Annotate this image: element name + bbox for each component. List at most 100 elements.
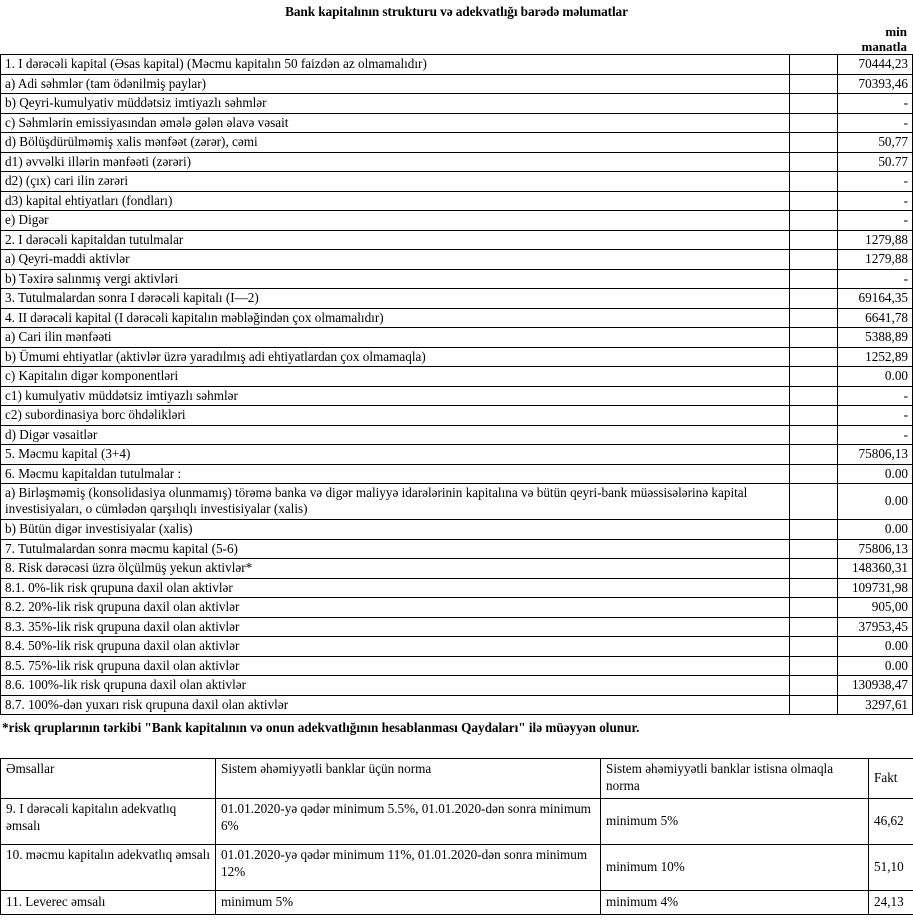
capital-row-value: 148360,31 bbox=[837, 558, 913, 579]
capital-row-spacer bbox=[789, 268, 838, 289]
capital-row-spacer bbox=[789, 112, 838, 133]
capital-row-spacer bbox=[789, 171, 838, 192]
capital-row-spacer bbox=[789, 151, 838, 172]
ratios-cell-c4: 24,13 bbox=[868, 890, 913, 915]
capital-row-spacer bbox=[789, 519, 838, 540]
capital-row-label: 6. Məcmu kapitaldan tutulmalar : bbox=[0, 463, 790, 484]
capital-row-label: 8.1. 0%-lik risk qrupuna daxil olan akti… bbox=[0, 577, 790, 598]
capital-row-label: 8.5. 75%-lik risk qrupuna daxil olan akt… bbox=[0, 655, 790, 676]
capital-row-label: 7. Tutulmalardan sonra məcmu kapital (5-… bbox=[0, 538, 790, 559]
capital-row-label: a) Cari ilin mənfəəti bbox=[0, 327, 790, 348]
table-row: c1) kumulyativ müddətsiz imtiyazlı səhml… bbox=[0, 385, 913, 406]
capital-row-label: 8. Risk dərəcəsi üzrə ölçülmüş yekun akt… bbox=[0, 558, 790, 579]
table-row: 8.4. 50%-lik risk qrupuna daxil olan akt… bbox=[0, 636, 913, 657]
table-row: c) Kapitalın digər komponentləri 0.00 bbox=[0, 366, 913, 387]
table-row: d2) (çıx) cari ilin zərəri - bbox=[0, 171, 913, 192]
ratios-cell-c1: 9. I dərəcəli kapitalın adekvatlıq əmsal… bbox=[0, 798, 216, 845]
table-row: d3) kapital ehtiyatları (fondları) - bbox=[0, 190, 913, 211]
capital-row-label: e) Digər bbox=[0, 210, 790, 231]
ratios-header-c4: Fakt bbox=[868, 758, 913, 799]
table-row: e) Digər - bbox=[0, 210, 913, 231]
capital-row-value: 0.00 bbox=[837, 463, 913, 484]
capital-row-value: 75806,13 bbox=[837, 444, 913, 465]
ratios-cell-c2: 01.01.2020-yə qədər minimum 5.5%, 01.01.… bbox=[215, 798, 601, 845]
ratios-cell-c3: minimum 4% bbox=[600, 890, 869, 915]
capital-row-label: c) Səhmlərin emissiyasından əmələ gələn … bbox=[0, 112, 790, 133]
capital-row-value: - bbox=[837, 405, 913, 426]
capital-row-label: b) Təxirə salınmış vergi aktivləri bbox=[0, 268, 790, 289]
capital-row-value: 3297,61 bbox=[837, 694, 913, 715]
capital-row-label: c) Kapitalın digər komponentləri bbox=[0, 366, 790, 387]
ratios-cell-c3: minimum 5% bbox=[600, 798, 869, 845]
capital-row-spacer bbox=[789, 346, 838, 367]
capital-row-spacer bbox=[789, 54, 838, 75]
capital-row-label: c2) subordinasiya borc öhdəlikləri bbox=[0, 405, 790, 426]
capital-row-value: - bbox=[837, 424, 913, 445]
capital-row-label: d) Bölüşdürülməmiş xalis mənfəət (zərər)… bbox=[0, 132, 790, 153]
capital-row-label: a) Qeyri-maddi aktivlər bbox=[0, 249, 790, 270]
table-row: 1. I dərəcəli kapital (Əsas kapital) (Mə… bbox=[0, 54, 913, 75]
capital-row-spacer bbox=[789, 558, 838, 579]
table-row: d1) əvvəlki illərin mənfəəti (zərəri) 50.… bbox=[0, 151, 913, 172]
table-row: 8.1. 0%-lik risk qrupuna daxil olan akti… bbox=[0, 577, 913, 598]
capital-row-value: - bbox=[837, 171, 913, 192]
table-row: a) Cari ilin mənfəəti 5388,89 bbox=[0, 327, 913, 348]
table-row: 9. I dərəcəli kapitalın adekvatlıq əmsal… bbox=[0, 798, 913, 845]
capital-row-value: 0.00 bbox=[837, 636, 913, 657]
table-row: a) Qeyri-maddi aktivlər 1279,88 bbox=[0, 249, 913, 270]
capital-row-spacer bbox=[789, 616, 838, 637]
unit-line-1: min bbox=[885, 24, 907, 39]
table-row: 8.7. 100%-dən yuxarı risk qrupuna daxil … bbox=[0, 694, 913, 715]
capital-row-value: 0.00 bbox=[837, 519, 913, 540]
capital-row-value: 0.00 bbox=[837, 655, 913, 676]
table-row: c) Səhmlərin emissiyasından əmələ gələn … bbox=[0, 112, 913, 133]
capital-row-value: - bbox=[837, 112, 913, 133]
capital-row-label: d3) kapital ehtiyatları (fondları) bbox=[0, 190, 790, 211]
table-row: 11. Leverec əmsalı minimum 5% minimum 4% 24… bbox=[0, 890, 913, 915]
table-row: 4. II dərəcəli kapital (I dərəcəli kapit… bbox=[0, 307, 913, 328]
capital-row-value: - bbox=[837, 268, 913, 289]
table-row: b) Qeyri-kumulyativ müddətsiz imtiyazlı … bbox=[0, 93, 913, 114]
table-row: 8.6. 100%-lik risk qrupuna daxil olan ak… bbox=[0, 675, 913, 696]
capital-row-value: 50,77 bbox=[837, 132, 913, 153]
risk-groups-footnote: *risk qruplarının tərkibi "Bank kapitalı… bbox=[2, 720, 640, 735]
capital-row-spacer bbox=[789, 288, 838, 309]
table-row: 8.2. 20%-lik risk qrupuna daxil olan akt… bbox=[0, 597, 913, 618]
capital-structure-table: 1. I dərəcəli kapital (Əsas kapital) (Mə… bbox=[0, 54, 913, 715]
capital-row-spacer bbox=[789, 327, 838, 348]
table-row: 2. I dərəcəli kapitaldan tutulmalar 1279,… bbox=[0, 229, 913, 250]
capital-row-label: b) Ümumi ehtiyatlar (aktivlər üzrə yarad… bbox=[0, 346, 790, 367]
capital-row-spacer bbox=[789, 385, 838, 406]
ratios-header-c3: Sistem əhəmiyyətli banklar istisna olmaq… bbox=[600, 758, 869, 799]
capital-row-spacer bbox=[789, 366, 838, 387]
ratios-cell-c3: minimum 10% bbox=[600, 844, 869, 891]
capital-row-value: 109731,98 bbox=[837, 577, 913, 598]
capital-row-label: d1) əvvəlki illərin mənfəəti (zərəri) bbox=[0, 151, 790, 172]
capital-row-spacer bbox=[789, 307, 838, 328]
capital-row-label: 8.2. 20%-lik risk qrupuna daxil olan akt… bbox=[0, 597, 790, 618]
capital-row-spacer bbox=[789, 405, 838, 426]
capital-row-spacer bbox=[789, 444, 838, 465]
capital-row-value: 0.00 bbox=[837, 366, 913, 387]
ratios-cell-c4: 46,62 bbox=[868, 798, 913, 845]
capital-row-spacer bbox=[789, 463, 838, 484]
ratios-cell-c4: 51,10 bbox=[868, 844, 913, 891]
capital-row-spacer bbox=[789, 229, 838, 250]
table-row: 3. Tutulmalardan sonra I dərəcəli kapita… bbox=[0, 288, 913, 309]
adequacy-ratios-table: Əmsallar Sistem əhəmiyyətli banklar üçün … bbox=[0, 758, 913, 915]
capital-row-label: 8.7. 100%-dən yuxarı risk qrupuna daxil … bbox=[0, 694, 790, 715]
capital-row-spacer bbox=[789, 210, 838, 231]
capital-row-spacer bbox=[789, 132, 838, 153]
table-row: d) Digər vəsaitlər - bbox=[0, 424, 913, 445]
table-row: 8. Risk dərəcəsi üzrə ölçülmüş yekun akt… bbox=[0, 558, 913, 579]
capital-row-value: 130938,47 bbox=[837, 675, 913, 696]
capital-row-value: 1279,88 bbox=[837, 229, 913, 250]
capital-row-value: - bbox=[837, 210, 913, 231]
table-row: b) Bütün digər investisiyalar (xalis) 0.0… bbox=[0, 519, 913, 540]
capital-row-value: 50.77 bbox=[837, 151, 913, 172]
table-row: c2) subordinasiya borc öhdəlikləri - bbox=[0, 405, 913, 426]
capital-row-value: 70393,46 bbox=[837, 73, 913, 94]
capital-row-label: a) Adi səhmlər (tam ödənilmiş paylar) bbox=[0, 73, 790, 94]
capital-row-spacer bbox=[789, 636, 838, 657]
capital-row-spacer bbox=[789, 694, 838, 715]
